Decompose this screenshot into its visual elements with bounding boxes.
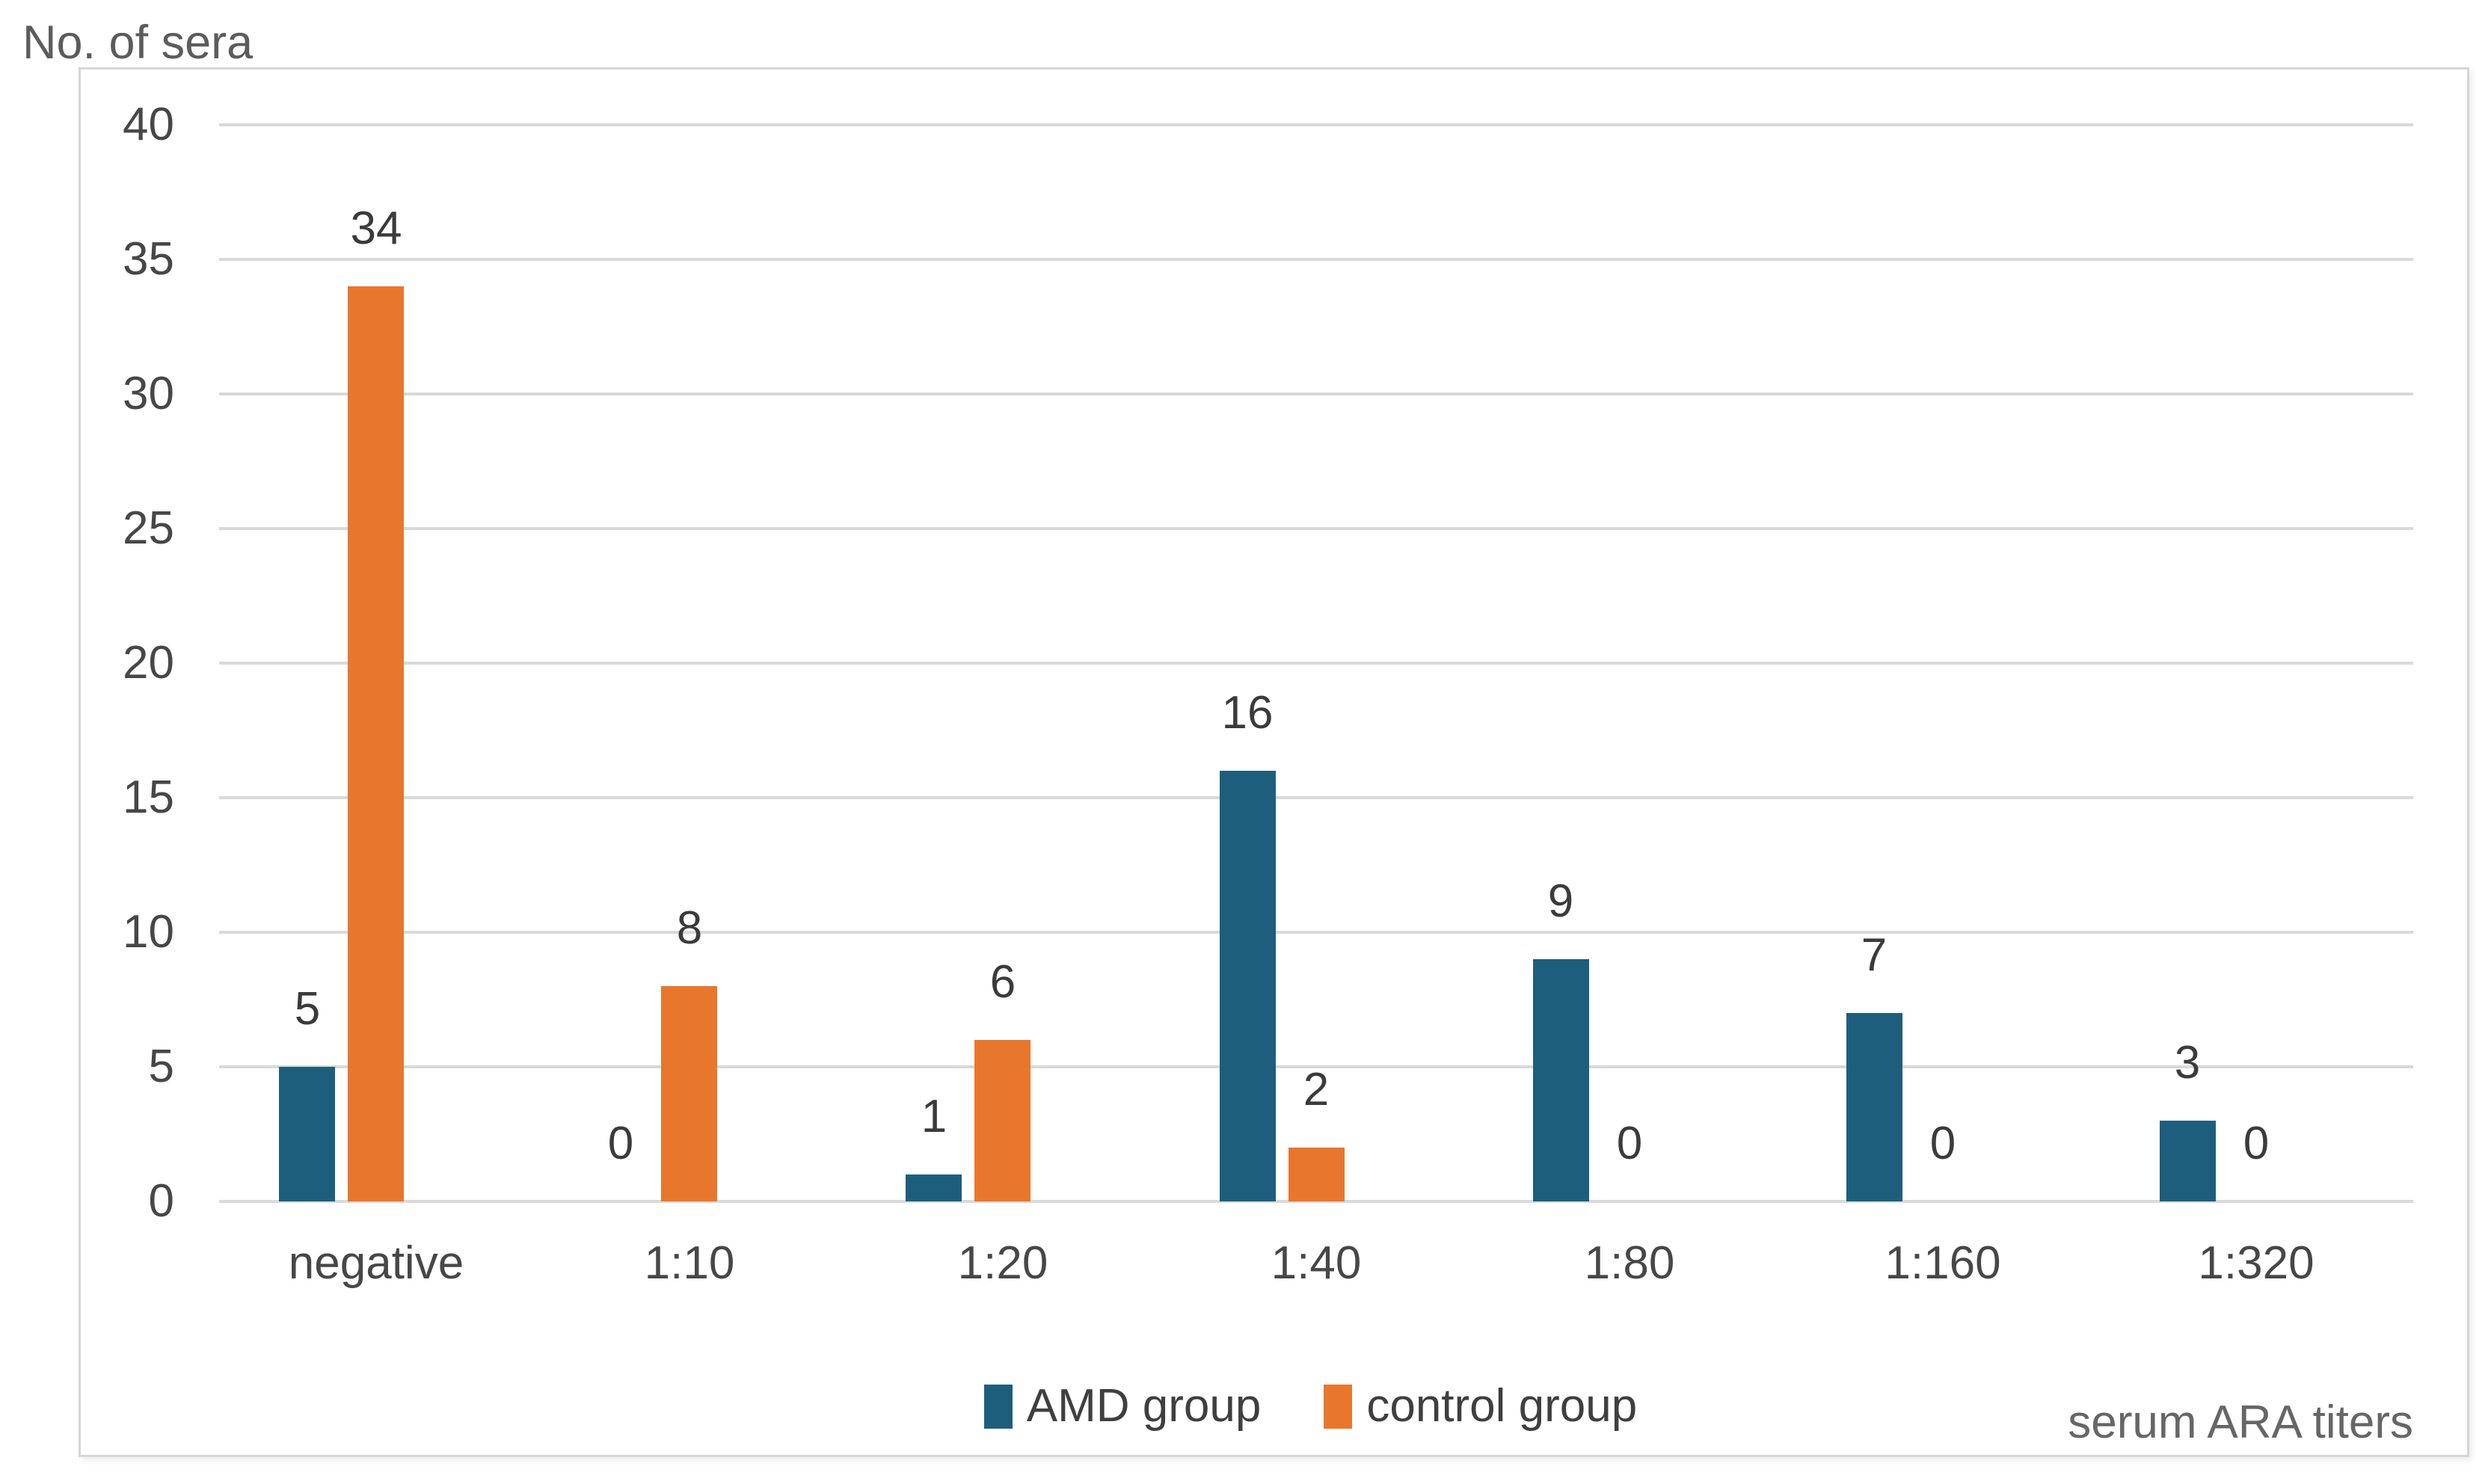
data-label-control-1:10: 8 [676,902,703,954]
y-tick-label-15: 15 [123,772,174,823]
bar-amd-1:320 [2160,1121,2216,1201]
y-tick-label-0: 0 [148,1175,174,1227]
y-tick-label-40: 40 [123,99,174,150]
gridline-0 [219,1200,2413,1203]
data-label-amd-1:80: 9 [1547,875,1574,927]
chart-plot-frame: 0 5 10 15 20 25 30 35 40 5 34 0 8 1 6 16 2 9 0 7 0 3 0 negati… [79,67,2469,1457]
category-label-1:20: 1:20 [957,1237,1048,1289]
bar-control-1:20 [974,1040,1031,1201]
y-tick-label-5: 5 [148,1041,174,1092]
category-label-negative: negative [288,1237,464,1289]
y-tick-label-10: 10 [123,906,174,958]
bar-control-1:10 [661,986,717,1201]
y-axis-title: No. of sera [22,16,254,69]
gridline-15 [219,796,2413,799]
category-label-1:160: 1:160 [1885,1237,2001,1289]
bar-amd-1:40 [1220,771,1276,1201]
gridline-5 [219,1065,2413,1068]
data-label-amd-1:160: 7 [1861,929,1888,981]
bar-amd-negative [279,1067,335,1201]
data-label-control-negative: 34 [350,203,402,254]
category-label-1:10: 1:10 [644,1237,735,1289]
data-label-amd-1:320: 3 [2174,1037,2201,1089]
data-label-control-1:320: 0 [2243,1118,2270,1169]
gridline-20 [219,662,2413,665]
bar-control-1:40 [1288,1148,1345,1201]
x-axis-title: serum ARA titers [2068,1397,2413,1448]
y-tick-label-35: 35 [123,233,174,285]
legend-item-amd-group: AMD group [983,1379,1262,1433]
data-label-control-1:20: 6 [989,956,1016,1008]
bar-amd-1:20 [906,1174,962,1201]
bar-amd-1:160 [1846,1013,1902,1201]
y-tick-label-20: 20 [123,637,174,689]
data-label-amd-1:20: 1 [921,1091,947,1142]
category-label-1:320: 1:320 [2198,1237,2315,1289]
gridline-25 [219,527,2413,530]
bar-control-negative [348,286,404,1201]
control-group-swatch-icon [1324,1384,1353,1429]
legend: AMD group control group [117,1379,2491,1433]
data-label-control-1:160: 0 [1929,1118,1956,1169]
data-label-control-1:40: 2 [1303,1064,1330,1115]
data-label-amd-1:40: 16 [1221,687,1274,739]
data-label-amd-negative: 5 [294,983,321,1035]
gridline-35 [219,258,2413,261]
gridline-10 [219,931,2413,934]
legend-label-amd-group: AMD group [1026,1380,1262,1432]
gridline-30 [219,392,2413,395]
gridline-40 [219,123,2413,126]
amd-group-swatch-icon [983,1384,1013,1429]
legend-item-control-group: control group [1324,1379,1637,1433]
y-tick-label-25: 25 [123,502,174,554]
y-tick-label-30: 30 [123,368,174,419]
data-label-amd-1:10: 0 [607,1118,634,1169]
category-label-1:40: 1:40 [1271,1237,1362,1289]
legend-label-control-group: control group [1366,1380,1638,1432]
data-label-control-1:80: 0 [1616,1118,1643,1169]
bar-amd-1:80 [1533,959,1589,1201]
category-label-1:80: 1:80 [1584,1237,1675,1289]
